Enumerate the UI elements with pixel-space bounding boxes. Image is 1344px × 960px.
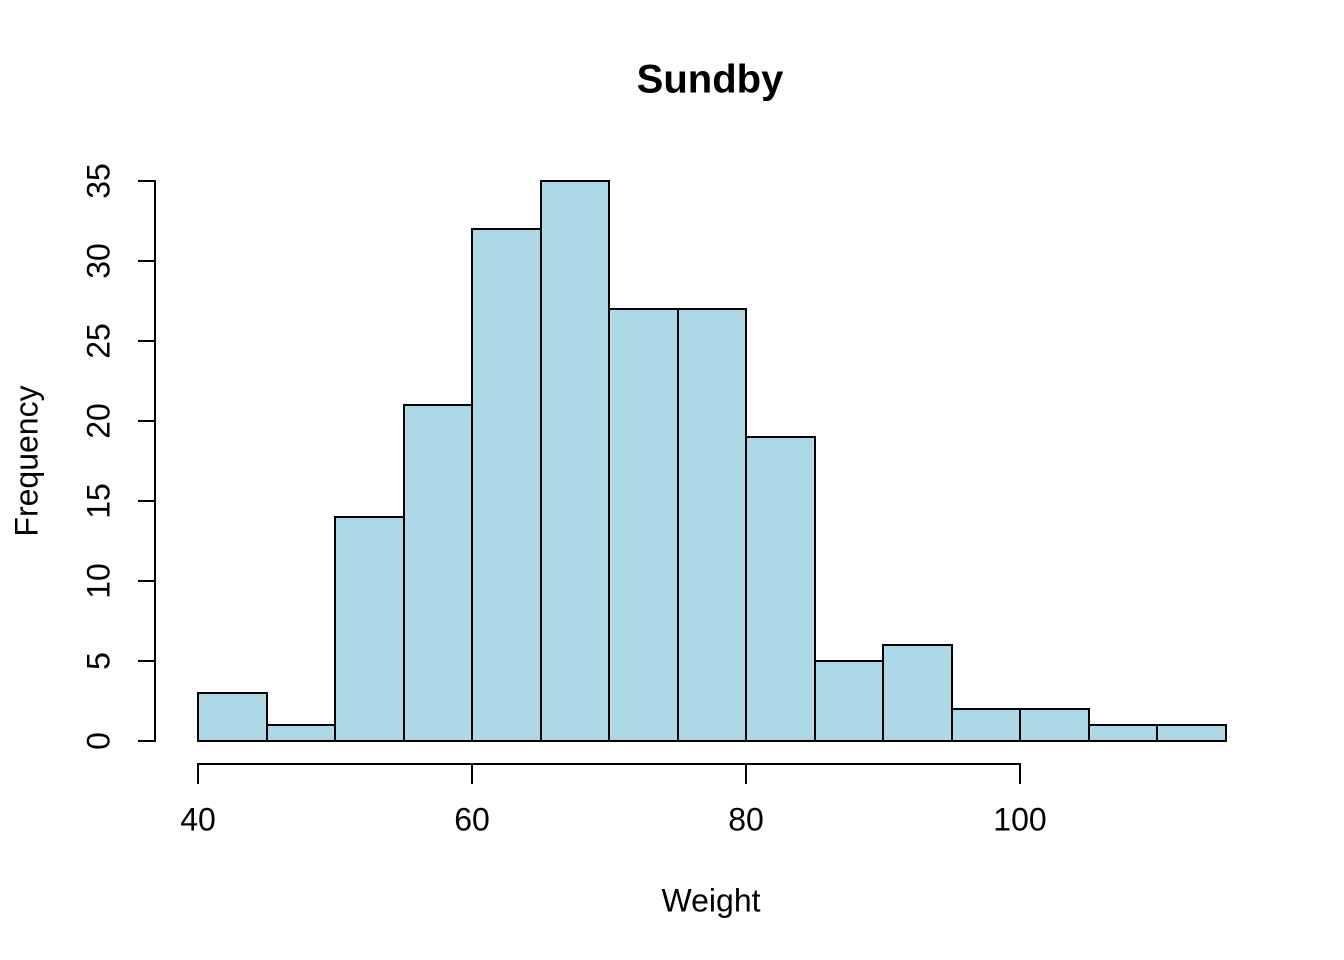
histogram-bar	[539, 180, 610, 742]
histogram-bar	[1087, 724, 1158, 742]
histogram-bar	[471, 228, 542, 742]
y-axis-line	[154, 180, 156, 742]
y-tick-label: 25	[80, 323, 117, 359]
histogram-bar	[745, 436, 816, 742]
histogram-bar	[334, 516, 405, 742]
y-tick-label: 20	[80, 403, 117, 439]
histogram-bar	[1019, 708, 1090, 742]
x-axis-tick	[197, 764, 199, 784]
y-axis-tick	[138, 180, 155, 182]
y-axis-tick	[138, 740, 155, 742]
y-axis-tick	[138, 260, 155, 262]
y-axis-tick	[138, 580, 155, 582]
histogram-bar	[676, 308, 747, 742]
y-axis-tick	[138, 500, 155, 502]
y-axis-tick	[138, 660, 155, 662]
x-tick-label: 40	[180, 801, 216, 838]
histogram-bar	[882, 644, 953, 742]
y-axis-label: Frequency	[8, 385, 45, 537]
histogram-bar	[950, 708, 1021, 742]
x-axis-tick	[471, 764, 473, 784]
x-tick-label: 100	[993, 801, 1047, 838]
y-tick-label: 10	[80, 563, 117, 599]
x-axis-label: Weight	[661, 882, 761, 919]
histogram-bar	[813, 660, 884, 742]
x-axis-line	[197, 763, 1021, 765]
chart-title: Sundby	[636, 57, 784, 102]
y-tick-label: 5	[80, 652, 117, 670]
y-axis-tick	[138, 420, 155, 422]
x-tick-label: 80	[728, 801, 764, 838]
x-axis-tick	[745, 764, 747, 784]
y-tick-label: 30	[80, 243, 117, 279]
histogram-bar	[265, 724, 336, 742]
histogram-bar	[1156, 724, 1227, 742]
x-tick-label: 60	[454, 801, 490, 838]
y-tick-label: 15	[80, 483, 117, 519]
x-axis-tick	[1019, 764, 1021, 784]
y-tick-label: 0	[80, 732, 117, 750]
y-axis-tick	[138, 340, 155, 342]
histogram-bar	[608, 308, 679, 742]
histogram-bar	[197, 692, 268, 742]
y-tick-label: 35	[80, 163, 117, 199]
histogram-bar	[402, 404, 473, 742]
